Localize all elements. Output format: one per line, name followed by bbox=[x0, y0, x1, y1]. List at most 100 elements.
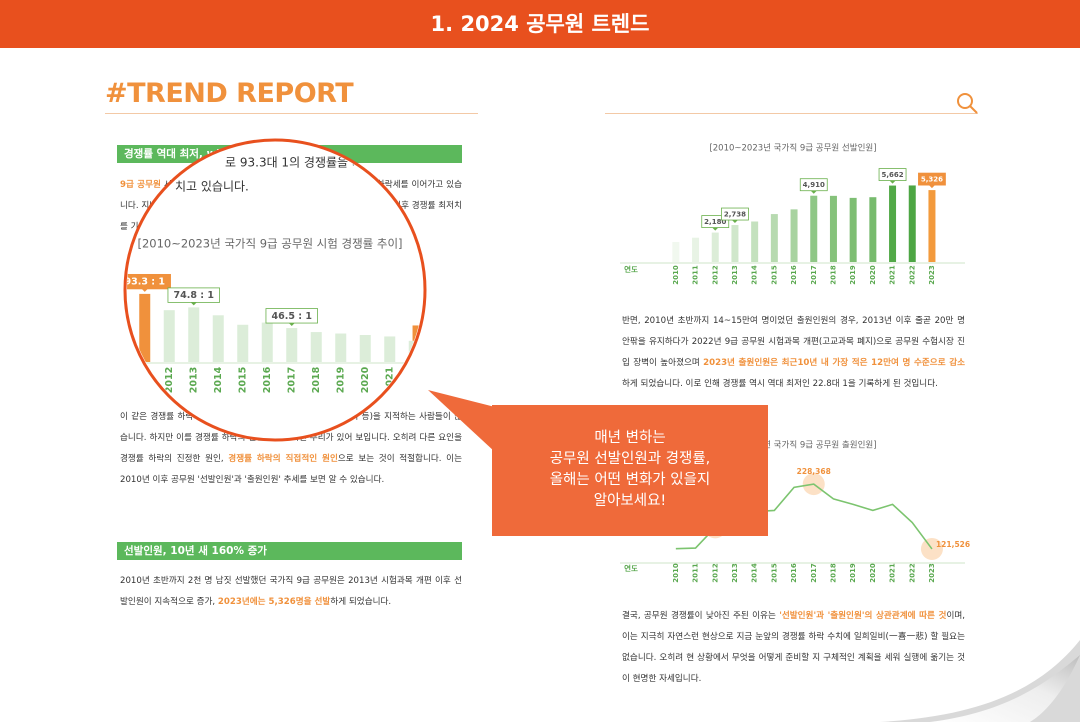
magnified-text: 치고 있습니다. bbox=[175, 180, 249, 194]
chart-title: [2010~2023년 국가직 9급 공무원 선발인원] bbox=[709, 143, 876, 154]
magnifier-lens bbox=[123, 138, 427, 442]
x-tick-label: 2018 bbox=[829, 265, 837, 285]
bar bbox=[237, 324, 249, 362]
bar bbox=[869, 197, 877, 262]
x-axis-label: 연도 bbox=[624, 264, 638, 274]
bar bbox=[849, 197, 857, 262]
x-tick-label: 2018 bbox=[829, 563, 837, 583]
highlight-text: 경쟁률 하락의 직접적인 원인 bbox=[228, 454, 338, 464]
magnified-text: 로 93.3대 1의 경쟁률을 기 bbox=[225, 156, 363, 170]
text: 2010년 초반까지 2천 명 남짓 선발했던 국가직 9급 공무원은 2013… bbox=[120, 576, 462, 607]
bar bbox=[139, 293, 151, 362]
bar bbox=[310, 332, 322, 362]
bar bbox=[261, 322, 273, 362]
x-tick-label: 2017 bbox=[286, 367, 297, 393]
bar bbox=[770, 214, 778, 262]
value-label: 5,662 bbox=[881, 171, 903, 179]
x-tick-label: 2014 bbox=[751, 265, 759, 285]
text: 으로 보는 것이 적절합니다. 이는 2010년 이후 공무원 '선발인원'과 … bbox=[120, 454, 462, 485]
bar bbox=[672, 242, 680, 262]
bar bbox=[163, 310, 175, 362]
text: 하게 되었습니다. 이로 인해 경쟁률 역시 역대 최저인 22.8대 1을 기… bbox=[622, 379, 938, 389]
x-tick-label: 2017 bbox=[810, 265, 818, 285]
highlight-text: '선발인원'과 '출원인원'의 상관관계에 따른 것 bbox=[779, 611, 947, 621]
callout-text: 알아보세요! bbox=[594, 492, 667, 509]
x-tick-label: 2011 bbox=[692, 563, 700, 583]
page-curl bbox=[930, 655, 1080, 722]
x-tick-label: 2019 bbox=[849, 563, 857, 583]
x-tick-label: 2012 bbox=[711, 563, 719, 583]
bar bbox=[810, 195, 818, 262]
value-label: 22.8 : 1 bbox=[419, 328, 459, 339]
magnifier-content: 로 93.3대 1의 경쟁률을 기치고 있습니다. [2010~2023년 국가직… bbox=[115, 156, 459, 393]
search-icon[interactable] bbox=[957, 93, 978, 114]
x-tick-label: 2018 bbox=[311, 366, 322, 393]
chart-title: [2010~2023년 국가직 9급 공무원 출원인원] bbox=[709, 440, 876, 451]
bar bbox=[908, 185, 916, 262]
divider bbox=[105, 113, 478, 114]
callout-text: 매년 변하는 bbox=[594, 429, 665, 446]
value-label-pointer bbox=[436, 340, 442, 343]
x-tick-label: 2016 bbox=[790, 265, 798, 285]
x-tick-label: 2019 bbox=[849, 265, 857, 285]
text: 결국, 공무원 경쟁률이 낮아진 주된 이유는 bbox=[622, 611, 780, 621]
x-tick-label: 2013 bbox=[731, 563, 739, 583]
value-label-pointer bbox=[288, 323, 295, 327]
paragraph: 반면, 2010년 초반까지 14~15만여 명이었던 출원인원의 경우, 20… bbox=[622, 311, 965, 395]
text: 이며, 이는 지극히 자연스런 현상으로 지금 눈앞의 경쟁률 하락 수치에 일… bbox=[622, 611, 965, 684]
bar bbox=[928, 190, 936, 262]
header-title: 1. 2024 공무원 트렌드 bbox=[0, 0, 1080, 48]
text: 하게 되었습니다. bbox=[330, 597, 392, 607]
x-tick-label: 2015 bbox=[770, 265, 778, 285]
text: 반면, 2010년 초반까지 14~15만여 명이었던 출원인원의 경우, 20… bbox=[622, 316, 965, 368]
search-handle bbox=[969, 105, 978, 114]
value-label: 121,526 bbox=[936, 540, 970, 549]
bar bbox=[115, 302, 126, 362]
bar bbox=[711, 232, 719, 262]
bar bbox=[731, 225, 739, 262]
x-tick-label: 2013 bbox=[731, 265, 739, 285]
callout-box bbox=[492, 405, 768, 536]
report-title: #TREND REPORT bbox=[105, 78, 354, 109]
value-label: 2,738 bbox=[724, 211, 746, 219]
value-label: 228,368 bbox=[797, 467, 831, 476]
callout-text: 공무원 선발인원과 경쟁률, bbox=[550, 450, 711, 467]
bar bbox=[433, 345, 444, 362]
divider bbox=[605, 113, 978, 114]
x-tick-label: 2023 bbox=[433, 367, 444, 393]
search-lens bbox=[957, 93, 973, 109]
value-label-pointer bbox=[928, 185, 935, 189]
bar bbox=[286, 328, 298, 362]
chart-title: [2010~2023년 국가직 9급 공무원 시험 경쟁률 추이] bbox=[137, 237, 402, 251]
bar bbox=[751, 221, 759, 262]
magnifier: 로 93.3대 1의 경쟁률을 기치고 있습니다. [2010~2023년 국가직… bbox=[115, 138, 459, 442]
value-label-pointer bbox=[190, 302, 197, 306]
callout-text: 올해는 어떤 변화가 있을지 bbox=[550, 471, 711, 488]
highlight-text: 2023년 출원인원은 최근10년 내 가장 적은 12만여 명 수준으로 감소 bbox=[703, 358, 966, 368]
value-label: 46.5 : 1 bbox=[272, 311, 312, 322]
value-label: 2,180 bbox=[704, 218, 726, 226]
value-label-pointer bbox=[731, 220, 738, 224]
x-tick-label: 2015 bbox=[237, 367, 248, 393]
x-tick-label: 2020 bbox=[360, 366, 371, 393]
x-tick-label: 2023 bbox=[928, 563, 936, 583]
value-label-pointer bbox=[889, 180, 896, 184]
x-tick-label: 2013 bbox=[188, 367, 199, 393]
x-tick-label: 2012 bbox=[711, 265, 719, 285]
bar bbox=[359, 334, 371, 362]
highlight-text: 9급 공무원 bbox=[120, 180, 161, 190]
value-label: 74.8 : 1 bbox=[174, 290, 214, 301]
bar bbox=[384, 336, 396, 362]
value-label: 5,326 bbox=[921, 176, 943, 184]
x-tick-label: 2019 bbox=[335, 367, 346, 393]
x-tick-label: 2014 bbox=[751, 563, 759, 583]
value-label-pointer bbox=[810, 190, 817, 194]
x-tick-label: 2022 bbox=[908, 563, 916, 583]
x-tick-label: 2017 bbox=[810, 563, 818, 583]
x-tick-label: 2016 bbox=[262, 366, 273, 393]
bar bbox=[692, 237, 700, 262]
x-axis-label: 연도 bbox=[624, 563, 638, 573]
value-label: 4,910 bbox=[803, 181, 825, 189]
